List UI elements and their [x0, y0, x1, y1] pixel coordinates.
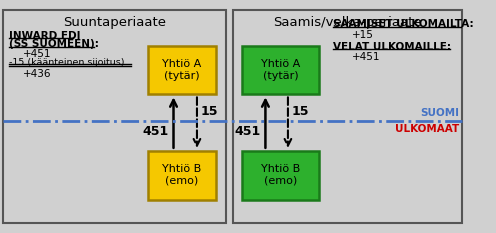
- Text: VELAT ULKOMAILLE:: VELAT ULKOMAILLE:: [333, 42, 451, 52]
- Text: Suuntaperiaate: Suuntaperiaate: [63, 16, 166, 29]
- Text: SAAMISET ULKOMAILTA:: SAAMISET ULKOMAILTA:: [333, 19, 474, 29]
- Text: 15: 15: [292, 105, 309, 118]
- FancyBboxPatch shape: [148, 151, 216, 199]
- Text: Saamis/velka-periaate: Saamis/velka-periaate: [273, 16, 421, 29]
- FancyBboxPatch shape: [148, 46, 216, 94]
- Text: Yhtiö A
(tytär): Yhtiö A (tytär): [261, 59, 300, 81]
- Text: +451: +451: [23, 49, 52, 59]
- Text: SUOMI: SUOMI: [421, 108, 460, 118]
- Text: 451: 451: [142, 126, 169, 138]
- Text: Yhtiö B
(emo): Yhtiö B (emo): [261, 164, 300, 186]
- Text: +436: +436: [23, 69, 52, 79]
- Text: 451: 451: [235, 126, 261, 138]
- Text: (SS SUOMEEN):: (SS SUOMEEN):: [9, 39, 99, 49]
- Text: INWARD FDI: INWARD FDI: [9, 31, 81, 41]
- Text: +451: +451: [352, 52, 380, 62]
- FancyBboxPatch shape: [3, 10, 226, 223]
- Text: 15: 15: [201, 105, 218, 118]
- Text: -15 (käänteinen sijoitus): -15 (käänteinen sijoitus): [9, 58, 125, 67]
- FancyBboxPatch shape: [242, 46, 319, 94]
- Text: Yhtiö B
(emo): Yhtiö B (emo): [162, 164, 201, 186]
- FancyBboxPatch shape: [233, 10, 462, 223]
- Text: ULKOMAAT: ULKOMAAT: [395, 123, 460, 134]
- Text: +15: +15: [352, 30, 373, 40]
- Text: Yhtiö A
(tytär): Yhtiö A (tytär): [162, 59, 201, 81]
- FancyBboxPatch shape: [242, 151, 319, 199]
